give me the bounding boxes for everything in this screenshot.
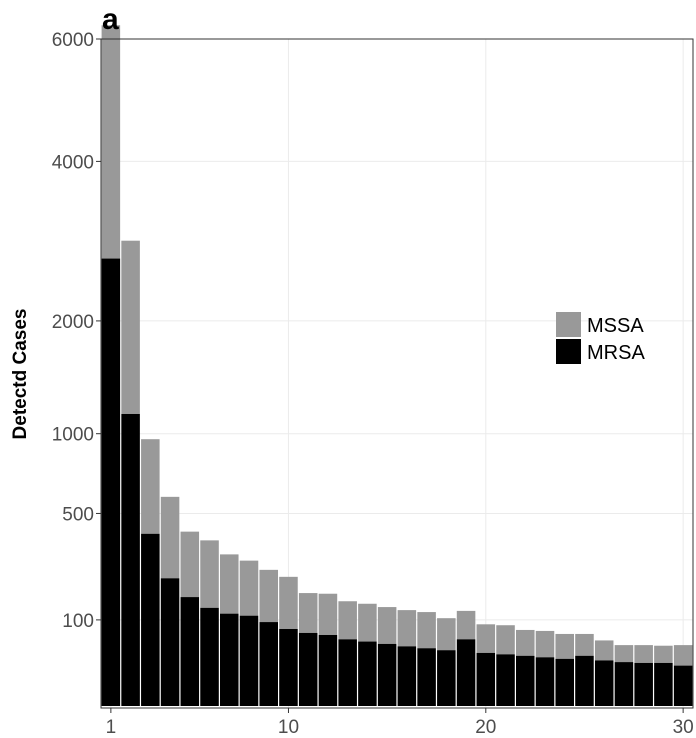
x-tick-label: 30 [673,717,694,738]
bar-mrsa [101,258,121,706]
bar-mrsa [160,578,180,706]
bar-mssa [101,25,121,259]
y-tick-label: 1000 [52,425,94,446]
bar-mssa [496,625,515,655]
bar-mssa [437,618,456,651]
bar-mrsa [338,639,357,706]
bar-mrsa [141,533,160,706]
bar-mssa [358,603,377,642]
bar-mrsa [634,662,653,706]
bar-mrsa [377,643,397,706]
bar-mssa [397,610,417,647]
bar-mrsa [279,628,298,706]
bar-mrsa [516,655,535,706]
bar-mssa [377,607,397,644]
panel-label: a [102,3,119,36]
bar-mssa [535,630,555,658]
bar-mssa [318,593,338,635]
bar-mrsa [614,662,634,706]
bar-mrsa [654,662,673,706]
bar-mrsa [318,634,338,706]
bar-mssa [239,560,259,616]
bar-mrsa [594,660,614,706]
y-tick-label: 100 [62,611,94,632]
y-tick-label: 6000 [52,30,94,51]
bar-mssa [141,439,160,534]
bar-mssa [594,640,614,661]
x-tick-label: 10 [278,717,299,738]
bar-mssa [476,624,496,653]
y-axis: 100 500 1000 2000 4000 6000 [52,30,101,632]
bar-mssa [338,601,357,640]
bar-mssa [160,496,180,579]
bar-mrsa [220,613,239,706]
bar-mssa [417,612,436,649]
bar-mssa [279,576,298,629]
bar-mrsa [417,648,436,706]
bar-mssa [298,593,318,633]
bar-mrsa [200,607,219,706]
bar-mrsa [575,655,594,706]
bar-mrsa [673,665,693,706]
bar-mssa [555,633,574,659]
bar-mssa [614,645,634,663]
y-tick-label: 500 [62,504,94,525]
bar-mrsa [121,413,140,706]
legend-label: MRSA [587,342,645,364]
bar-mrsa [180,597,200,706]
bar-mrsa [476,652,496,706]
bar-mrsa [437,650,456,706]
legend-label: MSSA [587,315,644,337]
bar-mrsa [259,622,278,706]
bar-mssa [220,554,239,614]
legend: MSSA MRSA [556,312,645,364]
bar-mssa [516,629,535,656]
bar-mrsa [555,658,574,706]
y-tick-label: 4000 [52,152,94,173]
bar-mrsa [397,646,417,706]
bar-mssa [575,633,594,656]
bar-mrsa [456,639,476,706]
bar-mrsa [535,657,555,706]
bars [101,25,693,706]
y-axis-title: Detectd Cases [10,309,31,440]
bar-mssa [259,569,278,623]
panel-border [100,38,694,709]
bar-mrsa [239,615,259,706]
bar-mssa [634,645,653,663]
bar-mssa [200,540,219,608]
bar-mssa [121,240,140,414]
legend-key [556,339,581,364]
bar-mssa [654,645,673,663]
bar-mssa [456,610,476,640]
y-tick-label: 2000 [52,312,94,333]
bar-mssa [673,645,693,666]
legend-key [556,312,581,337]
x-tick-label: 20 [475,717,496,738]
bar-mrsa [298,632,318,706]
x-axis: 1 10 20 30 [106,708,694,738]
bar-mrsa [358,641,377,706]
bar-mrsa [496,654,515,706]
bar-mssa [180,531,200,598]
x-tick-label: 1 [106,717,117,738]
